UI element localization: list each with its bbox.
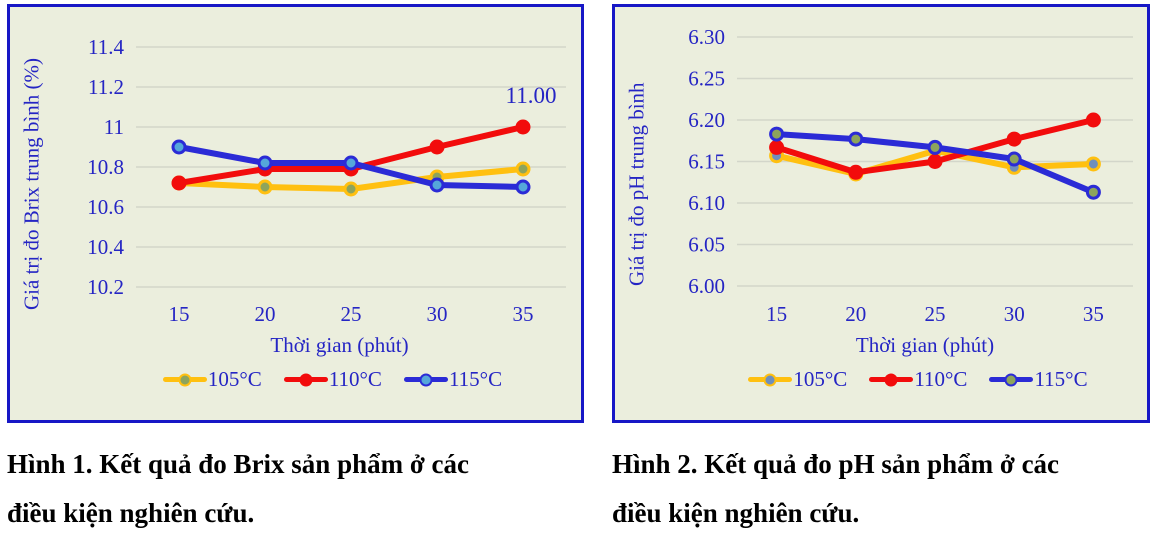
svg-text:6.00: 6.00 — [688, 274, 725, 298]
legend-item-115c: 115°C — [403, 367, 503, 392]
legend-item-110c: 110°C — [869, 367, 967, 392]
legend-line-marker-icon — [162, 373, 207, 386]
charts-row: Giá trị đo Brix trung bình (%) 11.4 11.2 1… — [7, 4, 1150, 423]
legend-item-105c: 105°C — [162, 367, 262, 392]
svg-text:25: 25 — [341, 302, 362, 326]
ph-legend: 105°C 110°C 115°C — [659, 367, 1147, 392]
legend-line-marker-icon — [403, 373, 448, 386]
legend-item-110c: 110°C — [283, 367, 382, 392]
svg-text:10.8: 10.8 — [87, 155, 124, 179]
ph-plot-area: 6.30 6.25 6.20 6.15 6.10 6.05 6.00 15 20 25 30 35 — [688, 25, 1133, 326]
svg-text:35: 35 — [513, 302, 534, 326]
svg-text:25: 25 — [925, 302, 946, 326]
svg-text:11: 11 — [104, 115, 124, 139]
caption-line: điều kiện nghiên cứu. — [612, 498, 860, 529]
legend-label: 110°C — [328, 367, 382, 391]
figure-1-caption: Hình 1. Kết quả đo Brix sản phẩm ở các đ… — [7, 440, 584, 538]
ph-x-axis-title: Thời gian (phút) — [855, 333, 995, 357]
caption-line: điều kiện nghiên cứu. — [7, 498, 255, 529]
legend-item-105c: 105°C — [748, 367, 847, 392]
figure-2-caption: Hình 2. Kết quả đo pH sản phẩm ở các điề… — [612, 440, 1150, 538]
svg-text:6.20: 6.20 — [688, 108, 725, 132]
legend-line-marker-icon — [989, 373, 1034, 386]
legend-item-115c: 115°C — [989, 367, 1088, 392]
svg-text:11.2: 11.2 — [88, 75, 124, 99]
svg-text:6.10: 6.10 — [688, 191, 725, 215]
legend-label: 115°C — [448, 367, 503, 391]
svg-text:10.4: 10.4 — [87, 235, 124, 259]
svg-text:15: 15 — [169, 302, 190, 326]
captions-row: Hình 1. Kết quả đo Brix sản phẩm ở các đ… — [0, 423, 1154, 538]
svg-text:6.15: 6.15 — [688, 150, 725, 174]
legend-label: 105°C — [207, 367, 262, 391]
figure-2-column: Giá trị đo pH trung bình 6.30 6.25 6.20 6.1… — [612, 4, 1150, 423]
svg-text:11.00: 11.00 — [506, 83, 557, 108]
brix-legend: 105°C 110°C 115°C — [54, 367, 581, 392]
legend-label: 110°C — [914, 367, 968, 391]
svg-text:30: 30 — [1004, 302, 1025, 326]
svg-text:35: 35 — [1083, 302, 1104, 326]
ph-chart: Giá trị đo pH trung bình 6.30 6.25 6.20 6.1… — [612, 4, 1150, 423]
brix-chart: Giá trị đo Brix trung bình (%) 11.4 11.2 1… — [7, 4, 584, 423]
svg-text:20: 20 — [255, 302, 276, 326]
figure-1-column: Giá trị đo Brix trung bình (%) 11.4 11.2 1… — [7, 4, 584, 423]
brix-plot-area: 11.4 11.2 11 10.8 10.6 10.4 10.2 15 20 25 30 35 11.0… — [87, 35, 566, 326]
svg-text:6.30: 6.30 — [688, 25, 725, 49]
caption-line: Hình 2. Kết quả đo pH sản phẩm ở các — [612, 449, 1060, 479]
svg-text:10.2: 10.2 — [87, 275, 124, 299]
legend-line-marker-icon — [869, 373, 914, 386]
svg-text:10.6: 10.6 — [87, 195, 124, 219]
svg-text:11.4: 11.4 — [88, 35, 124, 59]
caption-line: Hình 1. Kết quả đo Brix sản phẩm ở các — [7, 449, 470, 479]
legend-label: 105°C — [793, 367, 848, 391]
ph-y-axis-title: Giá trị đo pH trung bình — [624, 82, 649, 286]
svg-text:30: 30 — [427, 302, 448, 326]
svg-text:20: 20 — [845, 302, 866, 326]
legend-line-marker-icon — [283, 373, 328, 386]
brix-y-axis-title: Giá trị đo Brix trung bình (%) — [19, 58, 44, 310]
svg-text:6.25: 6.25 — [688, 67, 725, 91]
legend-line-marker-icon — [748, 373, 793, 386]
svg-text:15: 15 — [766, 302, 787, 326]
brix-x-axis-title: Thời gian (phút) — [270, 333, 409, 357]
svg-text:6.05: 6.05 — [688, 233, 725, 257]
legend-label: 115°C — [1034, 367, 1088, 391]
